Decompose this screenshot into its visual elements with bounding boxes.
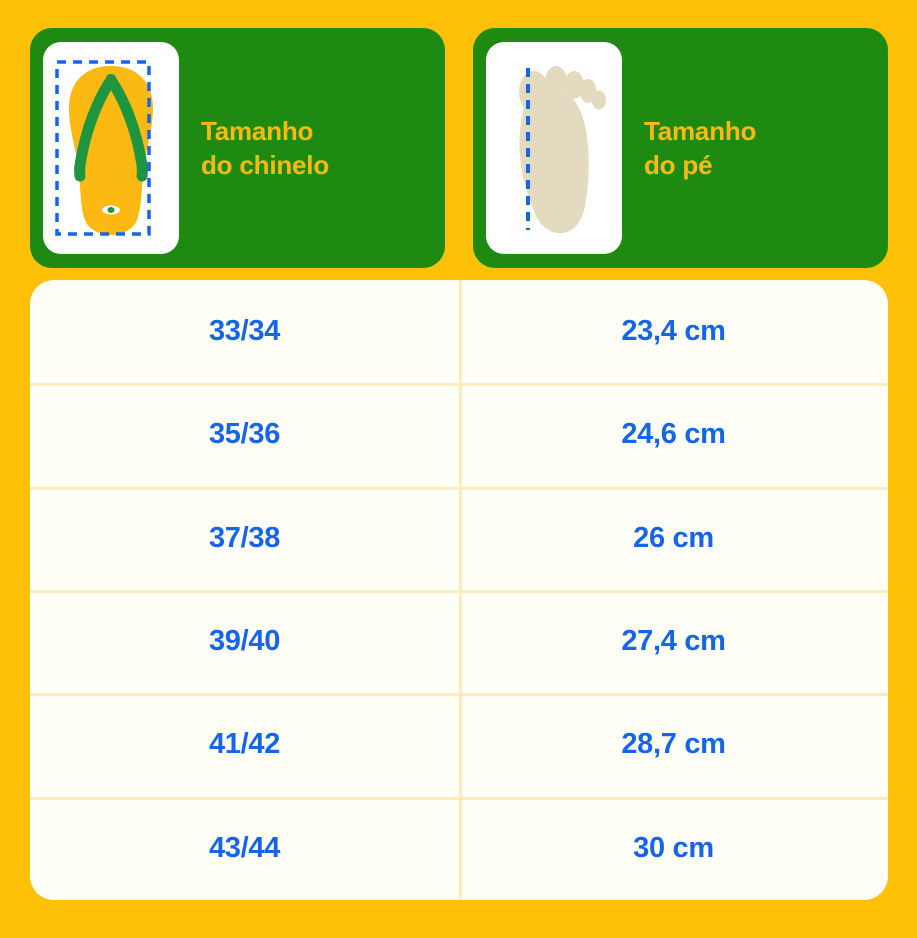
header-title-foot-line1: Tamanho	[644, 115, 757, 146]
header-title-sandal-line2: do chinelo	[201, 150, 330, 180]
cell-foot-length: 26 cm	[633, 521, 714, 554]
cell-sandal-size: 43/44	[208, 831, 281, 864]
cell-foot-length: 23,4 cm	[621, 315, 726, 348]
sandal-icon-tile	[43, 42, 179, 254]
cell-foot-length: 24,6 cm	[621, 418, 726, 451]
cell-foot-length: 30 cm	[633, 831, 714, 864]
cell-foot-length: 28,7 cm	[621, 728, 726, 761]
cell-sandal-size: 39/40	[208, 625, 281, 658]
size-table: 33/34 23,4 cm 35/36 24,6 cm 37/38 26 cm …	[30, 280, 888, 900]
flip-flop-icon	[55, 60, 153, 236]
header-card-sandal: Tamanho do chinelo	[30, 28, 445, 268]
column-divider	[459, 280, 462, 900]
cell-sandal-size: 37/38	[208, 521, 281, 554]
foot-icon-tile	[486, 42, 622, 254]
header-title-sandal: Tamanho do chinelo	[201, 114, 329, 183]
cell-sandal-size: 41/42	[208, 728, 281, 761]
header-card-foot: Tamanho do pé	[473, 28, 888, 268]
table-row: 33/34 23,4 cm	[30, 280, 888, 383]
header-title-foot: Tamanho do pé	[644, 114, 756, 183]
header-title-sandal-line1: Tamanho	[201, 115, 314, 146]
measure-box-dashed	[55, 60, 151, 236]
cell-sandal-size: 35/36	[208, 418, 281, 451]
header-row: Tamanho do chinelo	[30, 28, 888, 268]
foot-icon	[519, 66, 606, 234]
cell-sandal-size: 33/34	[208, 315, 281, 348]
header-title-foot-line2: do pé	[644, 150, 713, 180]
cell-foot-length: 27,4 cm	[621, 625, 726, 658]
